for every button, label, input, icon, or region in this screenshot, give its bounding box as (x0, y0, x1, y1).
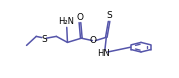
Text: HN: HN (97, 49, 110, 58)
Text: O: O (90, 36, 97, 45)
Text: S: S (41, 35, 47, 44)
Text: S: S (106, 11, 112, 20)
Text: H₂N: H₂N (58, 17, 74, 26)
Text: O: O (76, 13, 83, 22)
